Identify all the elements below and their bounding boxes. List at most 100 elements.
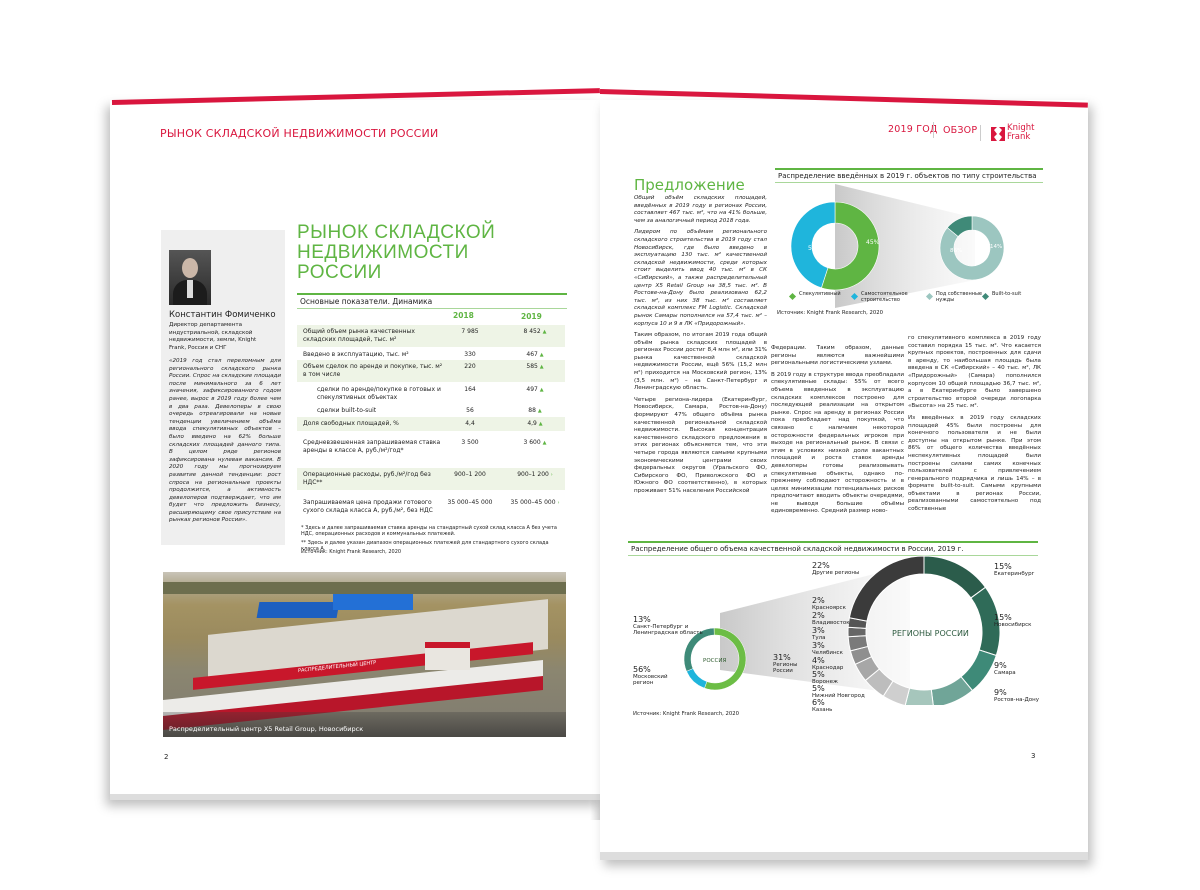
percent-value: 3% [812,641,825,650]
legend-marker-icon [850,292,859,301]
regions-center-label: РЕГИОНЫ РОССИИ [892,629,969,638]
category-name: Челябинск [812,649,843,656]
category-name: Московский регион [633,673,668,687]
text-column-3: го спекулятивного комплекса в 2019 году … [908,335,1041,518]
value-2019: 4,9 [527,420,537,427]
zoom-connector [835,184,975,308]
category-name: Другие регионы [812,569,860,576]
row-label: сделки built-to-suit [317,407,377,414]
paragraph: В 2019 году в структуре ввода преобладал… [771,371,904,515]
data-label: 9% Самара [994,661,1054,676]
donut-slice-регионы-россии [683,627,715,672]
data-label: 3% Тула [812,626,872,641]
table-row: Средневзвешенная запрашиваемая ставка ар… [297,436,565,466]
construction-type-donuts: 55% 45% 86% 14% Спекулятивный Самостоятельное… [788,184,1022,308]
data-label: 9% Ростов-на-Дону [994,688,1054,703]
data-label: 13% Санкт-Петербург и Ленинградская облас… [633,615,703,637]
value-2019-cell: 585 ▲ [505,363,565,371]
person-name: Константин Фомиченко [169,310,276,320]
category-name: Нижний Новгород [812,692,865,699]
warehouse-photo: РАСПРЕДЕЛИТЕЛЬНЫЙ ЦЕНТР Распределительны… [163,572,566,737]
donut-slice-другие-регионы [848,555,925,622]
table-row: Объем сделок по аренде и покупке, тыс. м… [297,360,565,382]
table-row: сделки по аренде/покупке в готовых и спе… [297,383,565,403]
value-2019: 8 452 [523,328,541,335]
page-number-right: 3 [1031,752,1036,760]
value-2019-cell: 35 000–45 000 › [505,499,565,507]
column-header-2018: 2018 [453,311,474,320]
percent-value: 56% [633,665,651,674]
donut-slice-спекулятивный [821,201,880,291]
paragraph: Из введённых в 2019 году складских площа… [908,414,1041,513]
quote-box: Константин Фомиченко Директор департамен… [161,230,285,545]
market-distribution-chart: Распределение общего объема качественной… [628,541,1038,556]
table-footnote-2: ** Здесь и далее указан диапазон операци… [301,540,549,553]
trend-icon: › [550,472,553,478]
percent-value: 5% [812,670,825,679]
percent-value: 9% [994,661,1007,670]
key-indicators-table: Основные показатели. Динамика 2018 2019 … [297,293,567,573]
row-label: Объем сделок по аренде и покупке, тыс. м… [303,363,443,378]
percent-value: 9% [994,688,1007,697]
data-label: 5% Нижний Новгород [812,684,872,699]
table-row: Общий объем рынка качественных складских… [297,325,565,347]
category-name: Тула [812,634,826,641]
header-divider [933,122,934,138]
market-distribution-donuts: РОССИЯ РЕГИОНЫ РОССИИ [683,555,1001,705]
donut-slice-санкт-петербург-и-ленинградская-область [686,668,708,689]
percent-value: 15% [994,562,1012,571]
trend-icon: › [557,500,560,506]
percent-value: 2% [812,611,825,620]
value-2018: 330 [464,351,476,358]
value-2019-cell: 3 600 ▲ [505,439,565,447]
data-label: 2% Красноярск [812,597,872,611]
data-label: 3% Челябинск [812,641,872,656]
category-name: Санкт-Петербург и Ленинградская область [633,623,703,637]
value-2019: 3 600 [523,439,541,446]
slice-label: 45% [866,239,880,246]
paragraph: Общий объём складских площадей, введённы… [634,195,767,224]
percent-value: 13% [633,615,651,624]
value-2018: 3 500 [461,439,479,446]
percent-value: 6% [812,698,825,707]
data-label: 6% Казань [812,698,872,713]
title-line: НЕДВИЖИМОСТИ [297,242,469,263]
category-name: Краснодар [812,664,844,671]
category-name: Воронеж [812,678,838,685]
percent-value: 15% [994,613,1012,622]
legend-marker-icon [981,292,990,301]
percent-value: 5% [812,684,825,693]
photo-caption: Распределительный центр X5 Retail Group,… [169,725,364,733]
value-2018: 164 [464,386,476,393]
title-line: РОССИИ [297,262,382,283]
legend-marker-icon [788,292,797,301]
category-name: Новосибирск [994,621,1032,628]
percent-value: 31% [773,653,791,662]
slice-label: 55% [808,245,822,252]
data-label: 22% Другие регионы [812,562,872,576]
value-2019: 88 [528,407,536,414]
table-row: сделки built-to-suit 56 88 ▲ [297,404,565,416]
row-label: Операционные расходы, руб./м²/год без НД… [303,471,431,486]
value-2019-cell: 467 ▲ [505,351,565,359]
header-year: 2019 ГОД [888,124,938,135]
data-label: 56% Московский регион [633,665,678,687]
data-label: 15% Новосибирск [994,613,1054,628]
legend-label: Built-to-suit [992,291,1022,297]
paragraph: Лидером по объёмам регионального складск… [634,229,767,327]
value-2019-cell: 8 452 ▲ [505,328,565,336]
paragraph: Федерации. Таким образом, данные регионы… [771,345,904,367]
column-header-2019: 2019 [521,312,542,321]
legend-label: Спекулятивный [799,291,841,297]
chart-title: Распределение общего объема качественной… [628,541,1038,556]
percent-value: 3% [812,626,825,635]
trend-icon: ▲ [539,352,544,358]
table-title: Основные показатели. Динамика [297,293,567,309]
data-label: 2% Владивосток [812,611,872,626]
portrait-photo [169,250,211,305]
table-row: Доля свободных площадей, % 4,4 4,9 ▲ [297,417,565,431]
trend-icon: ▲ [542,329,547,335]
value-2018: 900–1 200 [454,471,486,478]
category-name: Ростов-на-Дону [994,696,1039,703]
slice-label: 14% [990,244,1002,250]
